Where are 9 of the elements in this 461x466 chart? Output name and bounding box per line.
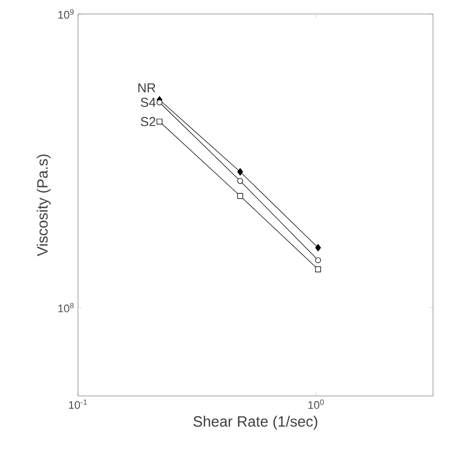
y-axis-title: Viscosity (Pa.s) bbox=[36, 154, 51, 256]
y-tick-label: 10$^{8}$ bbox=[58, 302, 74, 312]
y-tick-label: 10$^{9}$ bbox=[58, 9, 74, 19]
series-label: NR bbox=[138, 83, 156, 92]
series-label: S2 bbox=[140, 117, 156, 126]
x-tick-label: 10$^{0}$ bbox=[308, 399, 324, 409]
series-label: S4 bbox=[140, 98, 156, 107]
x-tick-label: 10$^{-1}$ bbox=[69, 399, 87, 409]
x-axis-title: Shear Rate (1/sec) bbox=[193, 416, 318, 430]
